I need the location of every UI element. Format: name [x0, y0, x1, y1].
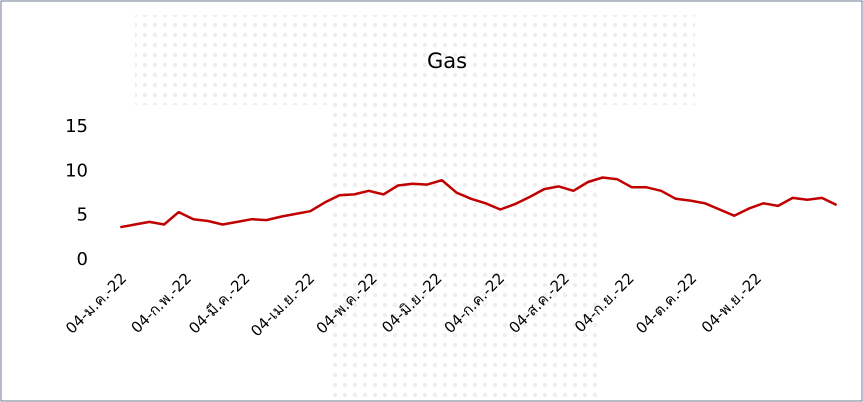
chart-title: Gas — [427, 49, 467, 73]
y-tick-label: 0 — [77, 249, 88, 270]
series-line — [120, 176, 838, 229]
y-tick-label: 10 — [65, 160, 88, 181]
y-tick-label: 15 — [65, 116, 88, 137]
background-pattern — [330, 100, 600, 400]
y-tick-label: 5 — [77, 205, 88, 226]
background-pattern — [135, 15, 695, 105]
